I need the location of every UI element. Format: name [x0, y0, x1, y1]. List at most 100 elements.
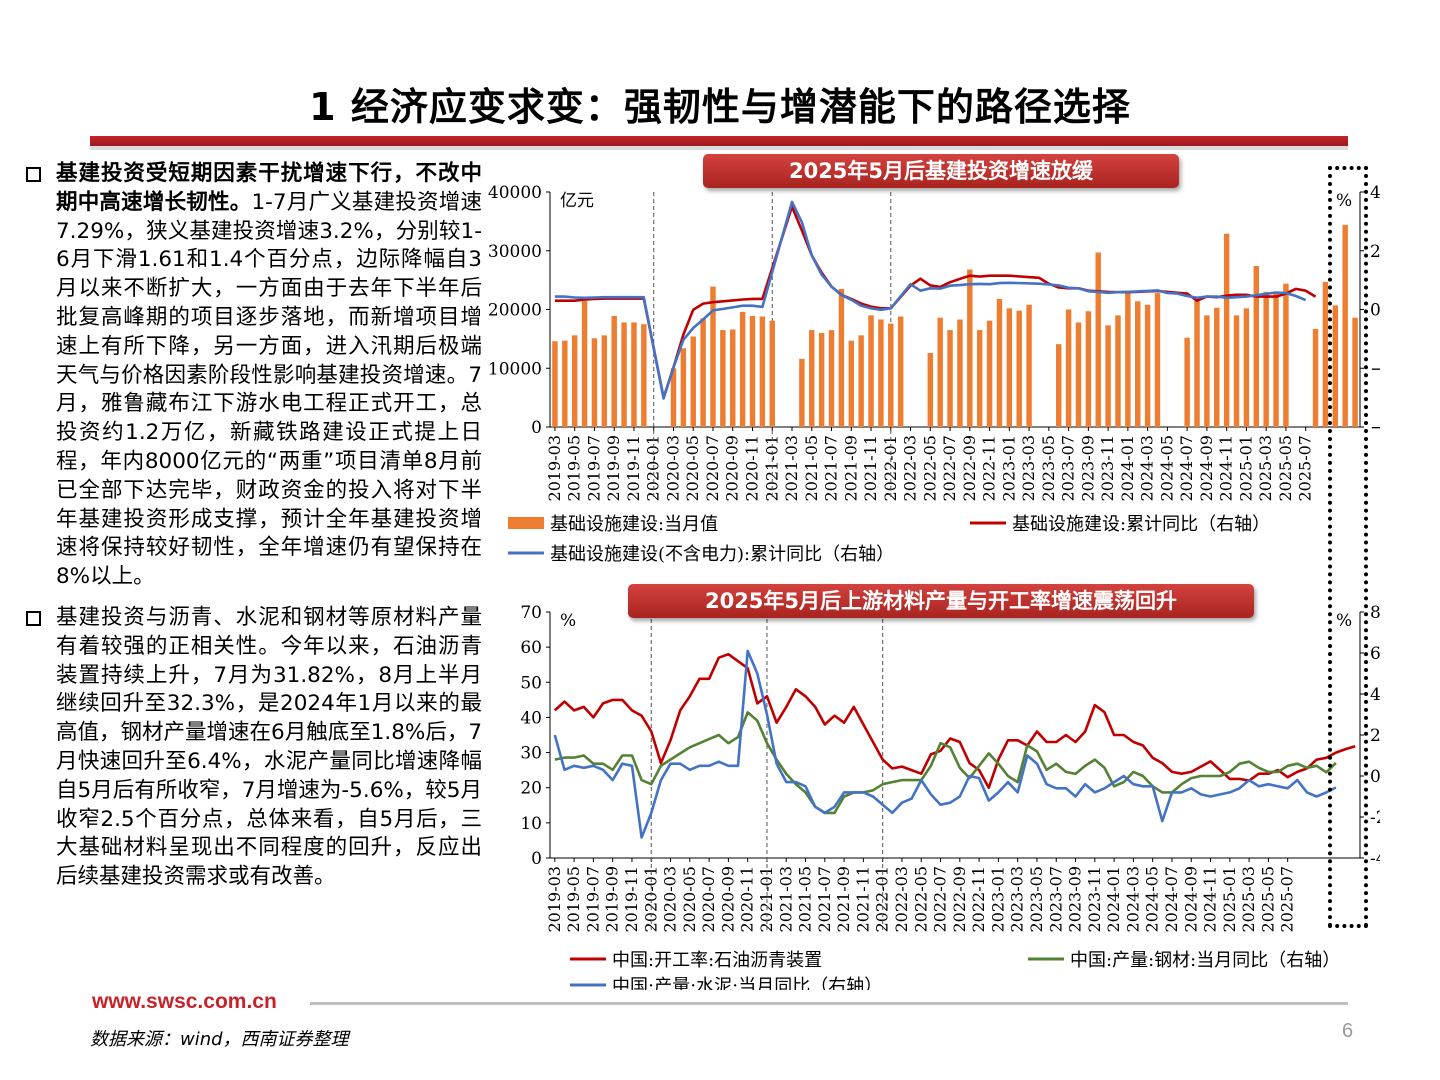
paragraph-1: 基建投资受短期因素干扰增速下行，不改中期中高速增长韧性。1-7月广义基建投资增速… [22, 160, 482, 592]
left-tick-label: 70 [520, 603, 542, 623]
legend-label: 基础设施建设(不含电力):累计同比（右轴） [550, 544, 894, 565]
x-tick-label: 2024-01 [1104, 866, 1123, 932]
bar-基础设施建设:当月值 [631, 322, 637, 427]
x-tick-label: 2024-09 [1181, 866, 1200, 932]
x-tick-label: 2020-05 [683, 435, 702, 501]
bar-基础设施建设:当月值 [562, 340, 568, 427]
bar-基础设施建设:当月值 [690, 336, 696, 427]
bar-基础设施建设:当月值 [641, 324, 647, 427]
x-tick-label: 2024-11 [1217, 435, 1236, 501]
x-tick-label: 2024-03 [1123, 866, 1142, 932]
x-tick-label: 2020-11 [743, 435, 762, 501]
bar-基础设施建设:当月值 [1075, 322, 1082, 427]
x-tick-label: 2021-09 [841, 435, 860, 501]
x-tick-label: 2024-05 [1143, 866, 1162, 932]
x-tick-label: 2024-05 [1157, 435, 1176, 501]
bar-基础设施建设:当月值 [878, 319, 884, 427]
page-title: 1 经济应变求变：强韧性与增潜能下的路径选择 [309, 85, 1131, 129]
x-tick-label: 2023-03 [1008, 866, 1027, 932]
left-text-column: 基建投资受短期因素干扰增速下行，不改中期中高速增长韧性。1-7月广义基建投资增速… [22, 160, 482, 904]
bar-基础设施建设:当月值 [848, 340, 854, 427]
left-tick-label: 30 [520, 744, 542, 764]
data-source-note: 数据来源：wind，西南证券整理 [90, 1029, 349, 1050]
right-tick-label: 0 [1370, 301, 1380, 321]
bar-基础设施建设:当月值 [1332, 305, 1339, 427]
bar-基础设施建设:当月值 [897, 316, 904, 427]
x-tick-label: 2024-01 [1118, 435, 1137, 501]
legend-label: 中国:产量:钢材:当月同比（右轴） [1070, 950, 1340, 971]
chart-infrastructure-investment: 0 10000 20000 30000 40000 −40 −20 0 20 40 亿元% 2019-… [488, 183, 1380, 565]
x-tick-label: 2019-03 [545, 435, 564, 501]
bar-基础设施建设:当月值 [611, 315, 617, 427]
x-tick-label: 2021-11 [861, 435, 880, 501]
x-tick-label: 2022-05 [920, 435, 939, 501]
x-tick-label: 2019-09 [603, 866, 622, 932]
x-tick-label: 2022-07 [940, 435, 959, 501]
left-tick-label: 20 [520, 779, 542, 799]
right-tick-label: -40 [1370, 849, 1380, 869]
square-bullet-icon [26, 610, 41, 626]
bar-基础设施建设:当月值 [710, 286, 716, 427]
highlight-dotted-box [1328, 166, 1368, 928]
left-tick-label: 10 [520, 814, 542, 834]
bar-基础设施建设:当月值 [1006, 308, 1013, 427]
x-tick-label: 2023-07 [1059, 435, 1078, 501]
bar-基础设施建设:当月值 [700, 318, 706, 427]
left-tick-label: 30000 [488, 242, 542, 262]
x-tick-label: 2025-07 [1278, 866, 1297, 932]
x-tick-label: 2020-05 [680, 866, 699, 932]
x-tick-label: 2019-09 [604, 435, 623, 501]
x-tick-label: 2023-11 [1085, 866, 1104, 932]
bar-基础设施建设:当月值 [581, 300, 588, 427]
x-tick-label: 2021-11 [853, 866, 872, 932]
chart2-banner: 2025年5月后上游材料产量与开工率增速震荡回升 [628, 584, 1254, 618]
bar-基础设施建设:当月值 [601, 335, 608, 427]
bar-基础设施建设:当月值 [1154, 293, 1161, 427]
paragraph-1-lead: 基建投资受短期因素干扰增速下行，不改中期中高速增长韧性。 [56, 161, 482, 215]
bar-基础设施建设:当月值 [858, 335, 864, 427]
bar-基础设施建设:当月值 [720, 330, 726, 427]
x-tick-label: 2019-05 [565, 435, 584, 501]
x-tick-label: 2021-05 [796, 866, 815, 932]
bar-基础设施建设:当月值 [818, 333, 825, 427]
line-基础设施建设:累计同比（右轴） [554, 205, 1317, 399]
bar-基础设施建设:当月值 [838, 288, 845, 427]
right-tick-label: 20 [1370, 242, 1380, 262]
x-tick-label: 2024-11 [1201, 866, 1220, 932]
x-tick-label: 2025-01 [1236, 435, 1255, 501]
legend-label: 中国:开工率:石油沥青装置 [612, 950, 822, 971]
right-tick-label: -20 [1370, 808, 1380, 828]
square-bullet-icon [26, 167, 41, 182]
bar-基础设施建设:当月值 [868, 315, 874, 427]
bar-基础设施建设:当月值 [680, 348, 687, 427]
paragraph-2: 基建投资与沥青、水泥和钢材等原材料产量有着较强的正相关性。今年以来，石油沥青装置… [22, 604, 482, 892]
bar-基础设施建设:当月值 [591, 338, 598, 427]
x-tick-label: 2021-05 [802, 435, 821, 501]
x-tick-label: 2025-03 [1239, 866, 1258, 932]
bar-基础设施建设:当月值 [1273, 293, 1279, 427]
bar-基础设施建设:当月值 [828, 330, 835, 427]
x-tick-label: 2022-05 [911, 866, 930, 932]
x-tick-label: 2020-07 [699, 866, 718, 932]
x-tick-label: 2019-11 [624, 435, 643, 501]
bar-基础设施建设:当月值 [1135, 301, 1141, 427]
left-tick-label: 50 [520, 673, 542, 693]
x-tick-label: 2022-11 [980, 435, 999, 501]
x-tick-label: 2024-07 [1177, 435, 1196, 501]
x-tick-label: 2022-03 [901, 435, 920, 501]
legend-label: 基础设施建设:累计同比（右轴） [1012, 514, 1270, 535]
footer-url[interactable]: www.swsc.com.cn [92, 990, 277, 1013]
x-tick-label: 2023-01 [988, 866, 1007, 932]
x-tick-label: 2020-03 [661, 866, 680, 932]
x-tick-label: 2025-05 [1258, 866, 1277, 932]
x-tick-label: 2023-09 [1078, 435, 1097, 501]
line-基础设施建设(不含电力):累计同比（右轴） [554, 200, 1307, 400]
left-tick-label: 0 [531, 418, 542, 438]
bar-基础设施建设:当月值 [1312, 328, 1319, 427]
right-tick-label: 60 [1370, 644, 1380, 664]
bar-基础设施建设:当月值 [1342, 224, 1348, 427]
bar-基础设施建设:当月值 [1144, 304, 1151, 427]
bar-基础设施建设:当月值 [1233, 315, 1240, 427]
x-tick-label: 2025-03 [1256, 435, 1275, 501]
bar-基础设施建设:当月值 [1105, 325, 1111, 427]
